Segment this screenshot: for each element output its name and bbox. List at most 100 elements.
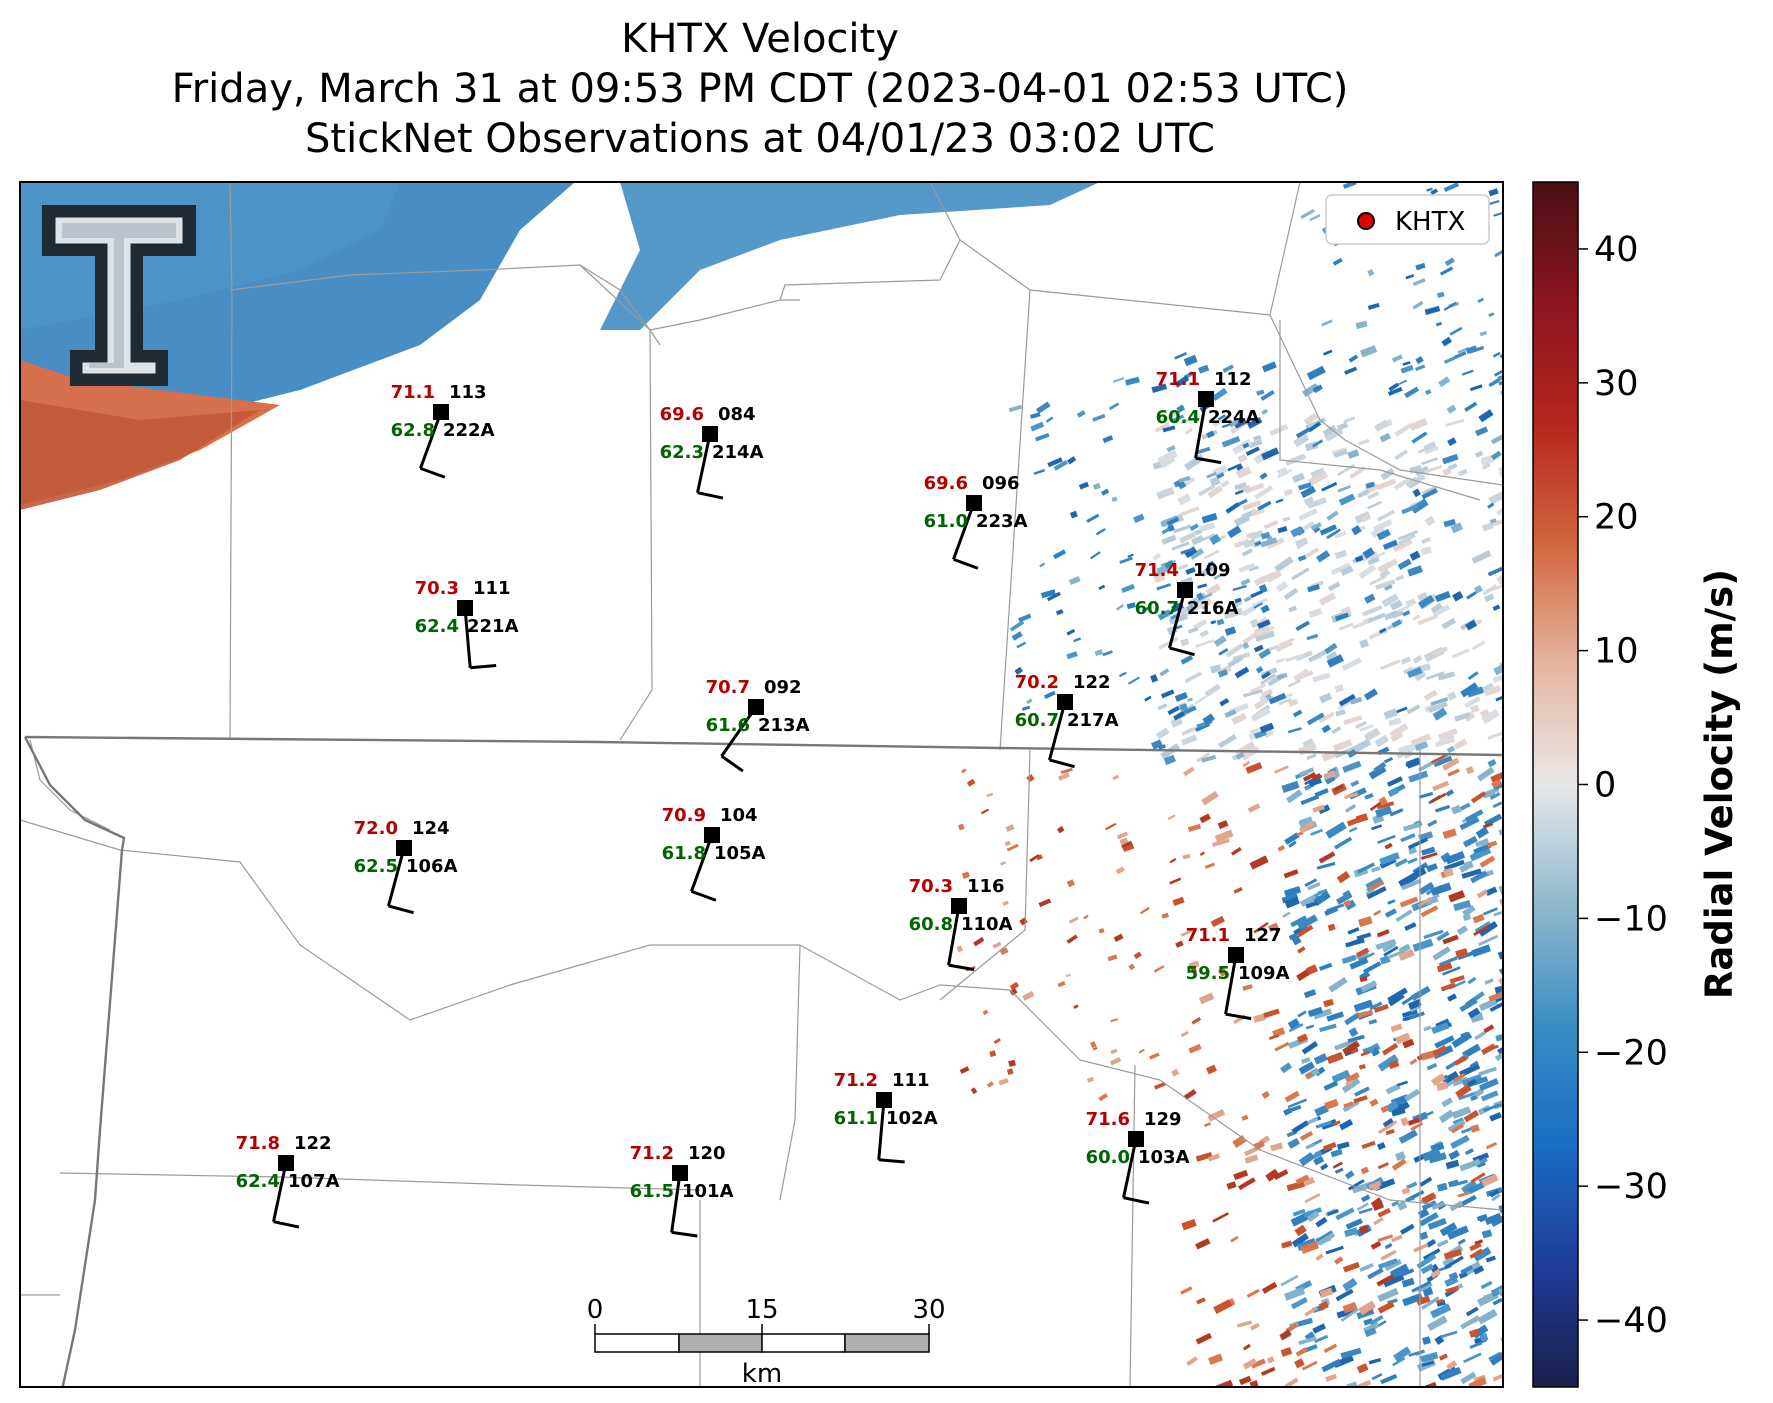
wind-barb-flag — [470, 664, 497, 670]
station-103A[interactable]: 71.6 129 60.0 103A — [1086, 1109, 1190, 1205]
station-221A[interactable]: 70.3 111 62.4 221A — [415, 578, 519, 670]
station-marker — [876, 1092, 892, 1108]
texas-tech-logo — [42, 205, 196, 386]
station-pressure: 122 — [1073, 672, 1111, 693]
station-marker — [278, 1155, 294, 1171]
station-224A[interactable]: 71.1 112 60.4 224A — [1156, 369, 1260, 465]
station-216A[interactable]: 71.4 109 60.7 216A — [1135, 560, 1239, 657]
station-temperature: 71.8 — [236, 1133, 280, 1154]
scale-unit: km — [742, 1359, 782, 1389]
station-dewpoint: 62.5 — [354, 856, 398, 877]
wind-barb-flag — [697, 491, 724, 500]
station-marker — [1177, 582, 1193, 598]
station-marker — [748, 699, 764, 715]
station-pressure: 122 — [294, 1133, 332, 1154]
wind-barb-flag — [1169, 646, 1195, 657]
station-dewpoint: 61.0 — [924, 511, 968, 532]
station-marker — [951, 898, 967, 914]
colorbar-tick-label: 40 — [1594, 230, 1639, 270]
station-dewpoint: 60.0 — [1086, 1147, 1130, 1168]
wind-barb-flag — [948, 963, 975, 972]
station-dewpoint: 62.3 — [660, 442, 704, 463]
wind-barb-flag — [671, 1230, 698, 1238]
station-213A[interactable]: 70.7 092 61.6 213A — [706, 677, 810, 773]
station-marker — [1128, 1131, 1144, 1147]
station-217A[interactable]: 70.2 122 60.7 217A — [1015, 672, 1119, 769]
map-panel[interactable]: 71.1 113 62.8 222A 69.6 084 62.3 214A 69.6 096 61.… — [19, 180, 1520, 1393]
station-temperature: 69.6 — [660, 404, 704, 425]
stations-layer: 71.1 113 62.8 222A 69.6 084 62.3 214A 69.6 096 61.… — [236, 369, 1290, 1238]
station-106A[interactable]: 72.0 124 62.5 106A — [354, 818, 458, 915]
station-102A[interactable]: 71.2 111 61.1 102A — [834, 1070, 938, 1164]
wind-barb-flag — [720, 754, 744, 773]
station-pressure: 096 — [982, 473, 1020, 494]
scale-bar: 0 15 30 km — [587, 1295, 946, 1389]
colorbar-ticks: 40 30 20 10 0 −10 −20 −30 −40 — [1578, 230, 1668, 1341]
legend-label: KHTX — [1395, 207, 1465, 237]
station-id: 216A — [1187, 598, 1239, 619]
wind-barb-staff — [1048, 701, 1067, 761]
wind-barb-staff — [272, 1162, 288, 1223]
station-101A[interactable]: 71.2 120 61.5 101A — [630, 1143, 734, 1238]
wind-barb-flag — [419, 466, 446, 479]
scale-label-30: 30 — [912, 1295, 945, 1325]
wind-barb-flag — [388, 904, 414, 915]
station-pressure: 113 — [449, 382, 487, 403]
wind-barb-staff — [670, 1172, 682, 1233]
station-id: 221A — [467, 616, 519, 637]
map-legend: KHTX — [1325, 194, 1490, 245]
station-temperature: 69.6 — [924, 473, 968, 494]
station-222A[interactable]: 71.1 113 62.8 222A — [391, 382, 495, 479]
colorbar: 40 30 20 10 0 −10 −20 −30 −40 Radial Velocity (m… — [1532, 181, 1741, 1388]
station-marker — [457, 600, 473, 616]
station-marker — [1057, 694, 1073, 710]
station-temperature: 71.4 — [1135, 560, 1179, 581]
county-boundaries — [20, 182, 1503, 1387]
station-id: 224A — [1208, 407, 1260, 428]
wind-barb-staff — [387, 847, 406, 907]
wind-barb-flag — [1049, 758, 1075, 769]
station-dewpoint: 60.8 — [909, 914, 953, 935]
wind-barb-staff — [720, 706, 758, 758]
station-id: 109A — [1238, 963, 1290, 984]
station-id: 222A — [443, 420, 495, 441]
scale-label-15: 15 — [745, 1295, 778, 1325]
station-dewpoint: 61.1 — [834, 1108, 878, 1129]
station-id: 106A — [406, 856, 458, 877]
wind-barb-flag — [1225, 1012, 1252, 1021]
station-marker — [433, 404, 449, 420]
title-line-1: KHTX Velocity — [621, 16, 899, 62]
station-dewpoint: 59.5 — [1186, 963, 1230, 984]
station-109A[interactable]: 71.1 127 59.5 109A — [1186, 925, 1290, 1021]
title-line-3: StickNet Observations at 04/01/23 03:02 … — [305, 116, 1215, 162]
station-temperature: 70.3 — [909, 876, 953, 897]
station-marker — [1228, 947, 1244, 963]
station-temperature: 71.1 — [1186, 925, 1230, 946]
station-marker — [396, 840, 412, 856]
colorbar-label: Radial Velocity (m/s) — [1698, 569, 1741, 999]
station-temperature: 70.7 — [706, 677, 750, 698]
station-223A[interactable]: 69.6 096 61.0 223A — [924, 473, 1028, 570]
station-dewpoint: 60.7 — [1135, 598, 1179, 619]
colorbar-tick-label: 10 — [1594, 632, 1639, 672]
wind-barb-staff — [877, 1099, 886, 1160]
station-id: 105A — [714, 843, 766, 864]
station-dewpoint: 60.7 — [1015, 710, 1059, 731]
station-pressure: 092 — [764, 677, 802, 698]
station-pressure: 129 — [1144, 1109, 1182, 1130]
station-dewpoint: 62.8 — [391, 420, 435, 441]
station-110A[interactable]: 70.3 116 60.8 110A — [909, 876, 1013, 972]
colorbar-tick-label: −40 — [1594, 1301, 1668, 1341]
station-107A[interactable]: 71.8 122 62.4 107A — [236, 1133, 340, 1229]
station-id: 107A — [288, 1171, 340, 1192]
wind-barb-flag — [1195, 456, 1222, 465]
station-temperature: 70.3 — [415, 578, 459, 599]
station-dewpoint: 61.5 — [630, 1181, 674, 1202]
station-pressure: 111 — [473, 578, 511, 599]
station-id: 103A — [1138, 1147, 1190, 1168]
title-line-2: Friday, March 31 at 09:53 PM CDT (2023-0… — [172, 66, 1349, 112]
station-105A[interactable]: 70.9 104 61.8 105A — [662, 805, 766, 902]
station-id: 101A — [682, 1181, 734, 1202]
station-214A[interactable]: 69.6 084 62.3 214A — [660, 404, 764, 500]
station-temperature: 70.9 — [662, 805, 706, 826]
